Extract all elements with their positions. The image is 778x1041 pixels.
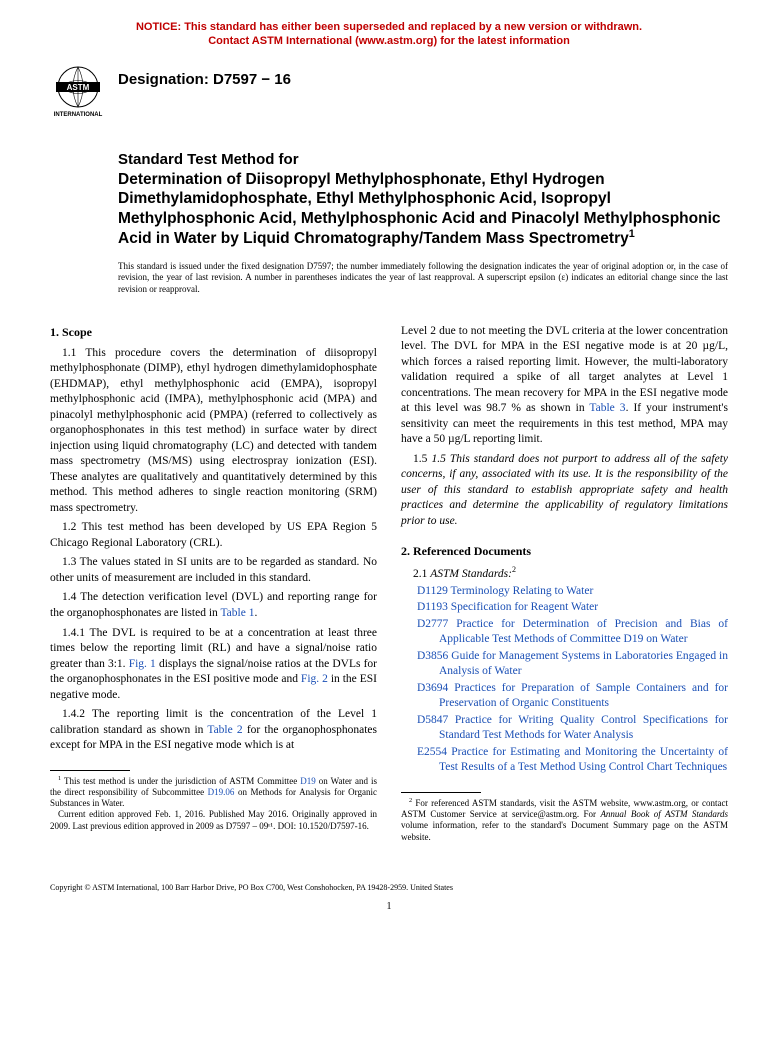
title-prefix: Standard Test Method for xyxy=(118,150,728,170)
issuance-note: This standard is issued under the fixed … xyxy=(118,261,728,296)
svg-text:ASTM: ASTM xyxy=(67,83,90,92)
para-1-4-1: 1.4.1 The DVL is required to be at a con… xyxy=(50,626,377,704)
page: NOTICE: This standard has either been su… xyxy=(0,0,778,943)
notice-banner: NOTICE: This standard has either been su… xyxy=(50,20,728,49)
ref-code: D1129 xyxy=(417,585,448,597)
ref-text: Terminology Relating to Water xyxy=(448,585,593,597)
astm-logo-icon: ASTM INTERNATIONAL xyxy=(50,64,106,120)
refs-list: D1129 Terminology Relating to Water D119… xyxy=(401,584,728,776)
title-block: Standard Test Method for Determination o… xyxy=(118,150,728,249)
fn1-link-d19[interactable]: D19 xyxy=(300,776,316,786)
ref-text: Specification for Reagent Water xyxy=(448,601,598,613)
footnote-2: 2 For referenced ASTM standards, visit t… xyxy=(401,797,728,843)
para-cont: Level 2 due to not meeting the DVL crite… xyxy=(401,324,728,448)
ref-item[interactable]: D1129 Terminology Relating to Water xyxy=(401,584,728,600)
page-number: 1 xyxy=(50,900,728,914)
refs-sub-b: ASTM Standards: xyxy=(430,568,512,580)
ref-item[interactable]: E2554 Practice for Estimating and Monito… xyxy=(401,745,728,776)
refs-sub-a: 2.1 xyxy=(413,568,430,580)
para-1-4-2: 1.4.2 The reporting limit is the concent… xyxy=(50,707,377,754)
ref-item[interactable]: D2777 Practice for Determination of Prec… xyxy=(401,617,728,648)
footnote-rule-2 xyxy=(401,792,481,793)
table-1-link[interactable]: Table 1 xyxy=(220,607,254,619)
fn1-link-d1906[interactable]: D19.06 xyxy=(208,787,235,797)
para-1-4: 1.4 The detection verification level (DV… xyxy=(50,590,377,621)
designation: Designation: D7597 − 16 xyxy=(118,64,291,90)
ref-text: Practice for Writing Quality Control Spe… xyxy=(439,714,728,742)
table-2-link[interactable]: Table 2 xyxy=(207,724,242,736)
ref-text: Practice for Determination of Precision … xyxy=(439,618,728,646)
footnote-1b: Current edition approved Feb. 1, 2016. P… xyxy=(50,809,377,832)
scope-heading: 1. Scope xyxy=(50,324,377,340)
ref-text: Guide for Management Systems in Laborato… xyxy=(439,650,728,678)
ref-code: D2777 xyxy=(417,618,448,630)
cont-a: Level 2 due to not meeting the DVL crite… xyxy=(401,325,728,415)
p14-b: . xyxy=(254,607,257,619)
header-row: ASTM INTERNATIONAL Designation: D7597 − … xyxy=(50,64,728,120)
fig-2-link[interactable]: Fig. 2 xyxy=(301,673,328,685)
footnote-1: 1 This test method is under the jurisdic… xyxy=(50,775,377,810)
ref-code: E2554 xyxy=(417,746,447,758)
copyright: Copyright © ASTM International, 100 Barr… xyxy=(50,883,728,894)
fn2-b: Annual Book of ASTM Standards xyxy=(600,809,728,819)
ref-code: D1193 xyxy=(417,601,448,613)
refs-heading: 2. Referenced Documents xyxy=(401,543,728,559)
footnote-rule xyxy=(50,770,130,771)
fig-1-link[interactable]: Fig. 1 xyxy=(129,658,156,670)
left-column: 1. Scope 1.1 This procedure covers the d… xyxy=(50,324,377,843)
p14-a: 1.4 The detection verification level (DV… xyxy=(50,591,377,619)
para-1-5: 1.5 1.5 This standard does not purport t… xyxy=(401,452,728,530)
title-sup: 1 xyxy=(629,228,635,240)
ref-text: Practice for Estimating and Monitoring t… xyxy=(439,746,728,774)
svg-text:INTERNATIONAL: INTERNATIONAL xyxy=(54,112,103,118)
notice-line2: Contact ASTM International (www.astm.org… xyxy=(208,35,570,47)
para-1-3: 1.3 The values stated in SI units are to… xyxy=(50,555,377,586)
ref-text: Practices for Preparation of Sample Cont… xyxy=(439,682,728,710)
ref-item[interactable]: D3856 Guide for Management Systems in La… xyxy=(401,649,728,680)
ref-code: D3856 xyxy=(417,650,448,662)
fn2-c: volume information, refer to the standar… xyxy=(401,820,728,841)
body-columns: 1. Scope 1.1 This procedure covers the d… xyxy=(50,324,728,843)
refs-sup: 2 xyxy=(512,565,516,574)
para-1-1: 1.1 This procedure covers the determinat… xyxy=(50,346,377,517)
notice-line1: NOTICE: This standard has either been su… xyxy=(136,21,642,33)
para-1-2: 1.2 This test method has been developed … xyxy=(50,520,377,551)
ref-code: D5847 xyxy=(417,714,448,726)
table-3-link[interactable]: Table 3 xyxy=(589,402,625,414)
ref-item[interactable]: D1193 Specification for Reagent Water xyxy=(401,600,728,616)
right-column: Level 2 due to not meeting the DVL crite… xyxy=(401,324,728,843)
ref-code: D3694 xyxy=(417,682,448,694)
fn1-a: This test method is under the jurisdicti… xyxy=(61,776,300,786)
p15-text: 1.5 This standard does not purport to ad… xyxy=(401,453,728,527)
title-main: Determination of Diisopropyl Methylphosp… xyxy=(118,170,728,249)
ref-item[interactable]: D3694 Practices for Preparation of Sampl… xyxy=(401,681,728,712)
ref-item[interactable]: D5847 Practice for Writing Quality Contr… xyxy=(401,713,728,744)
refs-subhead: 2.1 ASTM Standards:2 xyxy=(401,565,728,582)
